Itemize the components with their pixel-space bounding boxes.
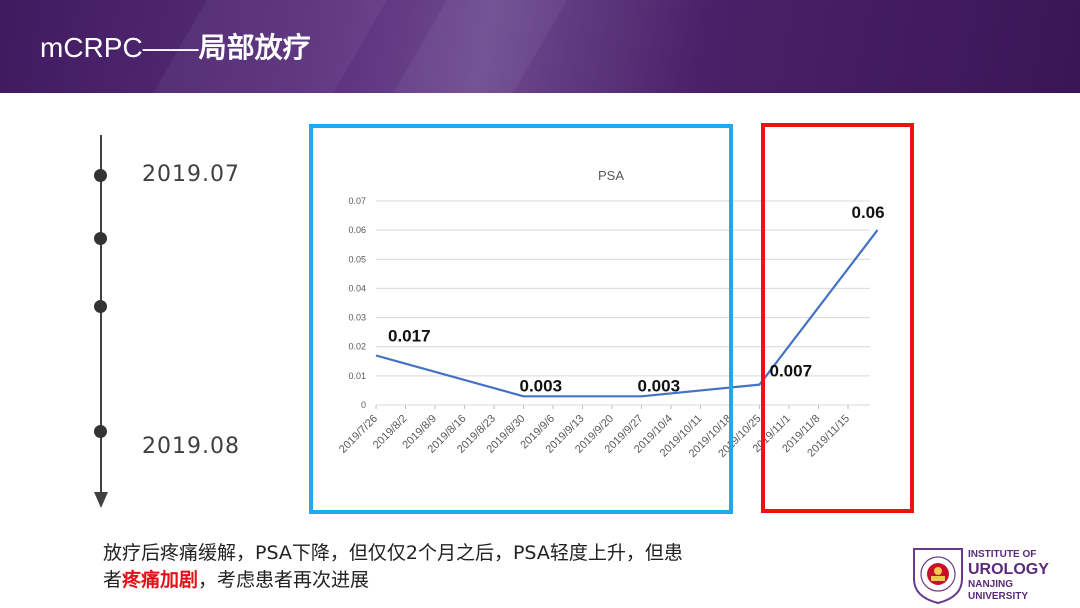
y-tick-label: 0.07 [348,196,366,206]
caption-highlight: 疼痛加剧 [122,569,199,591]
seal-icon [913,548,963,605]
logo-line3: NANJING [968,579,1014,590]
timeline-dot [94,232,107,245]
y-tick-label: 0.02 [348,342,366,352]
timeline-start-label: 2019.07 [142,162,240,187]
caption-line2-after: ，考虑患者再次进展 [198,569,370,591]
page-title: mCRPC——局部放疗 [40,26,311,66]
y-tick-label: 0.06 [348,225,366,235]
logo-line4: UNIVERSITY [968,591,1029,602]
y-tick-label: 0.01 [348,371,366,381]
logo-line2: UROLOGY [968,561,1049,578]
logo-line1: INSTITUTE OF [968,549,1037,560]
institute-logo: INSTITUTE OF UROLOGY NANJING UNIVERSITY [910,545,1070,607]
timeline-end-label: 2019.08 [142,434,240,459]
data-label: 0.003 [520,376,563,395]
title-main: 局部放疗 [198,31,311,64]
psa-line-chart: 00.010.020.030.040.050.060.072019/7/2620… [337,168,885,460]
timeline-dot [94,300,107,313]
caption-line1: 放疗后疼痛缓解，PSA下降，但仅仅2个月之后，PSA轻度上升，但患 [103,542,683,564]
timeline-arrow-icon [94,492,108,508]
y-tick-label: 0.04 [348,283,366,293]
chart-title: PSA [598,168,624,183]
data-label: 0.06 [852,203,885,222]
timeline-dot [94,425,107,438]
header-banner: mCRPC——局部放疗 [0,0,1080,93]
y-tick-label: 0.03 [348,313,366,323]
psa-series-line [375,229,879,398]
caption-text: 放疗后疼痛缓解，PSA下降，但仅仅2个月之后，PSA轻度上升，但患 者疼痛加剧，… [103,540,803,594]
caption-line2-before: 者 [103,569,123,591]
y-tick-label: 0.05 [348,254,366,264]
timeline-line [100,135,102,500]
highlight-box-red [761,123,914,513]
data-label: 0.017 [388,326,431,345]
highlight-box-blue [309,124,733,514]
data-label: 0.003 [638,376,681,395]
caption-line2: 者疼痛加剧，考虑患者再次进展 [103,567,803,594]
logo-text: INSTITUTE OF UROLOGY NANJING UNIVERSITY [968,550,1049,602]
data-label: 0.007 [770,362,813,381]
y-tick-label: 0 [361,400,366,410]
title-prefix: mCRPC—— [40,32,199,63]
timeline-dot [94,169,107,182]
